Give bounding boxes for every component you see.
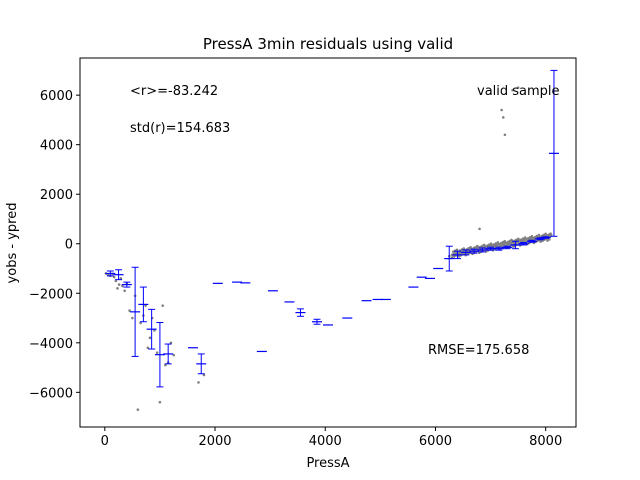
residual-point — [114, 279, 118, 283]
bin-errorbar — [138, 286, 149, 323]
bin-errorbar — [502, 245, 513, 250]
residual-point — [139, 321, 142, 325]
plot-area — [104, 69, 559, 411]
residual-point — [117, 283, 121, 286]
residual-point — [161, 304, 164, 307]
residual-point — [202, 373, 206, 377]
bin-errorbar — [460, 249, 471, 256]
residual-point — [119, 277, 123, 280]
residual-point — [511, 88, 514, 92]
residual-point — [197, 381, 200, 384]
y-tick-label: −6000 — [29, 386, 73, 401]
bin-errorbar — [444, 245, 455, 272]
residual-point — [131, 316, 134, 320]
residual-point — [523, 236, 527, 239]
residual-point — [510, 238, 513, 242]
bin-errorbar — [163, 343, 174, 365]
sample-annotation: valid sample — [477, 84, 560, 99]
residual-point — [164, 363, 167, 367]
x-tick-label: 4000 — [309, 434, 342, 449]
residual-point — [455, 248, 459, 252]
y-tick-label: 0 — [65, 238, 73, 253]
y-axis-label: yobs - ypred — [5, 203, 20, 284]
bin-errorbar — [477, 247, 488, 253]
residual-point — [158, 400, 162, 404]
residual-point — [136, 408, 140, 411]
bin-errorbar — [311, 318, 322, 325]
bin-errorbar — [469, 248, 480, 254]
residual-point — [469, 246, 472, 249]
residual-point — [501, 116, 505, 119]
bin-errorbar — [113, 269, 124, 281]
x-tick-label: 0 — [101, 434, 109, 449]
y-tick-label: 2000 — [40, 188, 73, 203]
residual-point — [169, 341, 173, 345]
residual-point — [503, 239, 507, 243]
residual-point — [500, 108, 503, 112]
bin-errorbar — [493, 246, 504, 251]
x-axis-label: PressA — [306, 456, 349, 471]
residual-point — [489, 242, 493, 245]
residual-point — [148, 336, 152, 340]
residual-point — [544, 232, 547, 236]
residual-point — [146, 346, 150, 350]
y-tick-label: −2000 — [29, 287, 73, 302]
bin-errorbar — [130, 266, 141, 357]
bin-errorbar — [196, 353, 207, 375]
bin-errorbar — [510, 240, 521, 250]
x-tick-label: 8000 — [529, 434, 562, 449]
y-axis: −6000 −4000 −2000 0 2000 4000 6000 — [29, 89, 80, 401]
y-tick-label: −4000 — [29, 337, 73, 352]
rmse-annotation: RMSE=175.658 — [428, 343, 529, 358]
chart-title: PressA 3min residuals using valid — [203, 35, 453, 53]
residual-point — [478, 227, 481, 231]
residual-point — [496, 241, 500, 244]
bin-errorbar — [548, 69, 559, 237]
bin-errorbar — [146, 308, 157, 350]
residual-point — [537, 233, 541, 237]
x-axis: 0 2000 4000 6000 8000 — [101, 427, 562, 449]
bin-errorbar — [105, 270, 116, 277]
residual-point — [123, 289, 126, 293]
x-tick-label: 2000 — [198, 434, 231, 449]
residual-point — [112, 275, 116, 279]
y-tick-label: 6000 — [40, 89, 73, 104]
bin-errorbar — [518, 242, 529, 246]
mean-residual-annotation: <r>=-83.242 — [130, 84, 218, 99]
residual-point — [462, 247, 466, 250]
residual-point — [516, 86, 520, 90]
y-tick-label: 4000 — [40, 139, 73, 154]
residual-point — [503, 133, 507, 137]
residual-point — [476, 244, 479, 248]
residual-point — [116, 287, 119, 290]
residual-point — [155, 351, 159, 355]
axes-frame — [79, 57, 577, 428]
bin-errorbar — [121, 281, 132, 288]
bin-errorbar — [295, 308, 306, 317]
bin-errorbar — [452, 250, 463, 260]
residual-point — [530, 234, 534, 238]
residual-point — [517, 237, 520, 241]
bin-errorbar — [540, 236, 551, 239]
residual-point — [482, 243, 486, 247]
bin-errorbar — [526, 239, 537, 243]
bin-errorbar — [154, 321, 165, 388]
x-tick-label: 6000 — [419, 434, 452, 449]
std-residual-annotation: std(r)=154.683 — [130, 121, 230, 136]
residual-point — [549, 232, 552, 235]
